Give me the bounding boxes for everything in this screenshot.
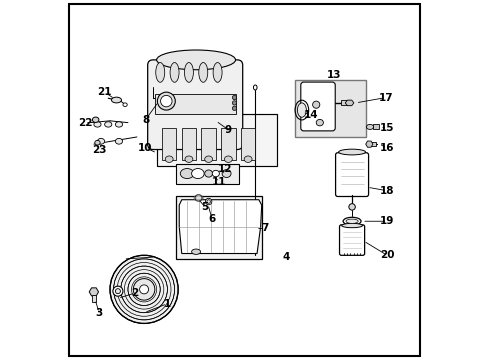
Text: 19: 19	[379, 216, 394, 226]
Ellipse shape	[115, 138, 122, 144]
Ellipse shape	[232, 106, 236, 111]
Bar	[155, 94, 235, 114]
Text: 20: 20	[379, 250, 394, 260]
Text: 3: 3	[96, 308, 102, 318]
Ellipse shape	[157, 92, 175, 110]
Ellipse shape	[184, 63, 193, 82]
Ellipse shape	[165, 156, 173, 162]
Text: 16: 16	[379, 143, 394, 153]
Ellipse shape	[115, 289, 120, 294]
Text: 8: 8	[142, 115, 149, 125]
Bar	[201, 128, 215, 160]
Ellipse shape	[139, 285, 148, 294]
Text: 6: 6	[208, 215, 215, 224]
Text: 2: 2	[131, 288, 139, 298]
Ellipse shape	[94, 122, 101, 127]
Text: 23: 23	[92, 144, 106, 154]
FancyBboxPatch shape	[335, 153, 368, 197]
Bar	[372, 125, 379, 129]
Text: 9: 9	[224, 125, 231, 135]
Ellipse shape	[341, 224, 362, 228]
Ellipse shape	[184, 156, 192, 162]
Ellipse shape	[113, 286, 122, 296]
Bar	[294, 80, 366, 137]
Ellipse shape	[92, 117, 99, 122]
FancyBboxPatch shape	[339, 225, 364, 255]
Ellipse shape	[346, 219, 357, 224]
Bar	[241, 128, 255, 160]
Text: 21: 21	[97, 87, 112, 97]
Ellipse shape	[133, 279, 155, 300]
Text: 7: 7	[261, 224, 268, 233]
Text: 22: 22	[78, 118, 92, 128]
Bar	[182, 128, 196, 160]
Text: 18: 18	[379, 186, 394, 196]
Text: 4: 4	[282, 252, 289, 262]
Ellipse shape	[110, 255, 178, 323]
Bar	[367, 142, 375, 146]
Bar	[176, 196, 262, 259]
Text: 17: 17	[378, 93, 393, 103]
Ellipse shape	[222, 170, 230, 177]
Ellipse shape	[343, 217, 360, 225]
Ellipse shape	[97, 138, 104, 144]
Text: 10: 10	[138, 143, 152, 153]
Ellipse shape	[155, 63, 164, 82]
Ellipse shape	[195, 195, 202, 201]
Ellipse shape	[122, 103, 127, 107]
Ellipse shape	[170, 63, 179, 82]
Ellipse shape	[95, 140, 100, 145]
Text: 13: 13	[326, 70, 341, 80]
Bar	[221, 128, 235, 160]
Ellipse shape	[232, 95, 236, 100]
Ellipse shape	[160, 95, 172, 107]
Ellipse shape	[212, 170, 219, 177]
FancyBboxPatch shape	[300, 82, 335, 131]
Ellipse shape	[204, 156, 212, 162]
Text: 12: 12	[217, 164, 231, 174]
Bar	[341, 100, 349, 105]
Bar	[176, 164, 239, 184]
Polygon shape	[89, 288, 99, 296]
Ellipse shape	[111, 97, 121, 103]
Ellipse shape	[204, 170, 212, 177]
Ellipse shape	[348, 204, 355, 210]
Bar	[162, 128, 176, 160]
Ellipse shape	[366, 125, 373, 130]
Ellipse shape	[156, 50, 235, 70]
Bar	[156, 114, 276, 166]
Ellipse shape	[253, 85, 257, 90]
Text: 11: 11	[212, 177, 226, 187]
Ellipse shape	[312, 101, 319, 108]
Ellipse shape	[104, 122, 112, 127]
Text: 5: 5	[201, 202, 208, 212]
Ellipse shape	[180, 168, 194, 179]
Ellipse shape	[205, 198, 211, 205]
Ellipse shape	[224, 156, 232, 162]
FancyBboxPatch shape	[147, 60, 242, 149]
Text: 1: 1	[163, 299, 171, 309]
Text: 14: 14	[303, 111, 318, 121]
Ellipse shape	[213, 63, 222, 82]
Ellipse shape	[115, 122, 122, 127]
Ellipse shape	[191, 168, 203, 179]
Ellipse shape	[338, 149, 365, 155]
Ellipse shape	[206, 200, 210, 203]
Polygon shape	[365, 141, 372, 147]
Polygon shape	[345, 100, 353, 106]
Text: 15: 15	[379, 123, 394, 133]
Ellipse shape	[198, 63, 207, 82]
Ellipse shape	[232, 101, 236, 105]
Polygon shape	[179, 200, 261, 253]
Ellipse shape	[297, 103, 306, 117]
Bar	[92, 295, 96, 302]
Ellipse shape	[316, 120, 323, 126]
Ellipse shape	[244, 156, 251, 162]
Ellipse shape	[191, 249, 200, 255]
